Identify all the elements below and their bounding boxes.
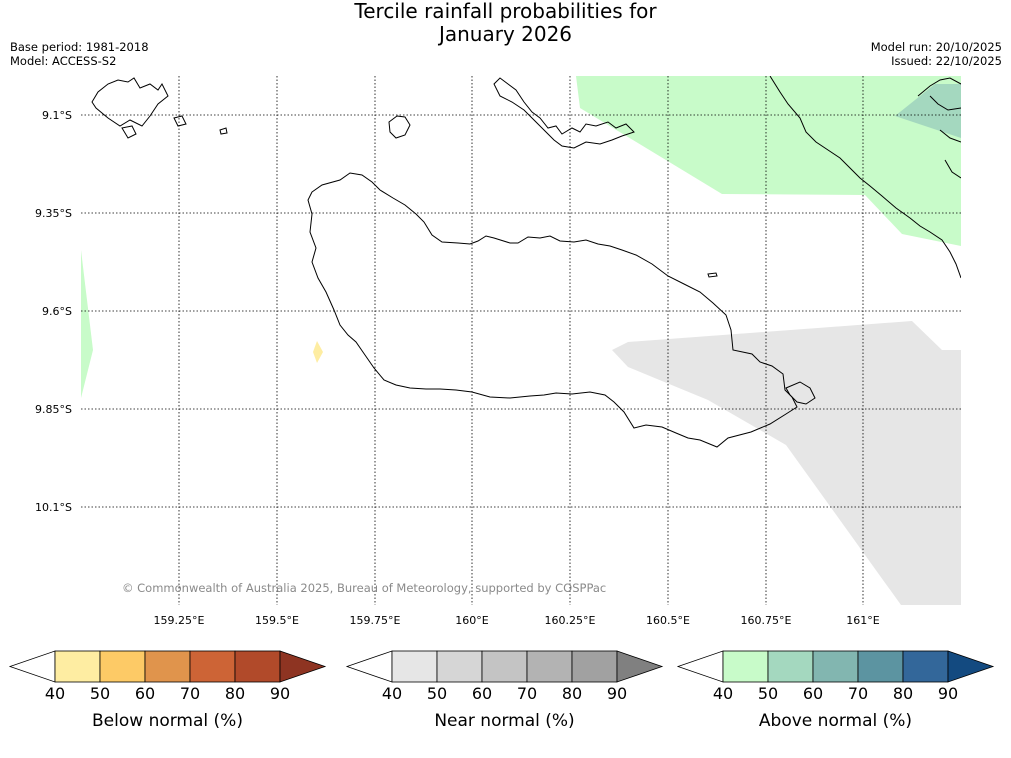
colorbar-tick-label: 70 (180, 684, 200, 703)
colorbar-tick-label: 50 (90, 684, 110, 703)
copyright-text: © Commonwealth of Australia 2025, Bureau… (122, 581, 606, 595)
colorbar-tick-label: 80 (893, 684, 913, 703)
title-line-2: January 2026 (438, 22, 573, 46)
colorbar-tick-label: 50 (758, 684, 778, 703)
colorbar-tick-label: 80 (562, 684, 582, 703)
colorbar-extend-low (8, 650, 56, 683)
colorbar-2: 40 50 60 70 80 90 Near normal (%) (345, 650, 664, 731)
colorbars: 40 50 60 70 80 90 Below normal (%) 40 50 60 70 80 90… (8, 650, 995, 731)
base-period-text: Base period: 1981-2018 (10, 40, 149, 54)
islet-coastline (707, 272, 718, 278)
near-normal-region (612, 321, 961, 605)
meta-left: Base period: 1981-2018 Model: ACCESS-S2 (10, 40, 149, 68)
colorbar-tick-label: 70 (848, 684, 868, 703)
eastern-islet-coastline (785, 381, 816, 405)
lat-labels: 9.1°S 9.35°S 9.6°S 9.85°S 10.1°S (35, 109, 72, 514)
colorbar-segment (526, 650, 573, 683)
colorbar-tick-label: 90 (607, 684, 627, 703)
lon-label: 160.5°E (646, 614, 690, 627)
colorbar-label: Above normal (%) (759, 711, 912, 731)
issued-text: Issued: 22/10/2025 (891, 54, 1002, 68)
colorbar-tick-label: 90 (270, 684, 290, 703)
colorbar-tick-label: 50 (427, 684, 447, 703)
colorbar-segment (571, 650, 618, 683)
colorbar-segment (902, 650, 949, 683)
lon-label: 159.5°E (255, 614, 299, 627)
far-northeast-coastline (917, 77, 961, 179)
lat-label: 9.6°S (42, 305, 72, 318)
colorbar-segment (436, 650, 483, 683)
colorbar-segment (767, 650, 814, 683)
graticule (81, 76, 961, 605)
lat-label: 9.85°S (35, 403, 72, 416)
lat-label: 9.35°S (35, 207, 72, 220)
colorbar-label: Near normal (%) (434, 711, 574, 731)
colorbar-segment (812, 650, 859, 683)
below-normal-region (313, 341, 323, 363)
lon-label: 159.75°E (350, 614, 401, 627)
lon-label: 159.25°E (154, 614, 205, 627)
lon-label: 160.75°E (741, 614, 792, 627)
colorbar-segment (234, 650, 281, 683)
lon-labels: 159.25°E 159.5°E 159.75°E 160°E 160.25°E… (154, 614, 880, 627)
colorbar-segment (857, 650, 904, 683)
above-normal-region-west (81, 250, 93, 398)
small-island-coastline (388, 115, 411, 139)
northeast-coastline (769, 76, 961, 279)
colorbar-segment (144, 650, 191, 683)
colorbar-tick-label: 60 (135, 684, 155, 703)
map-panel (81, 76, 961, 605)
colorbar-label: Below normal (%) (92, 711, 243, 731)
above-normal-region-50 (576, 76, 961, 246)
colorbar-segment (722, 650, 769, 683)
colorbar-segment (391, 650, 438, 683)
colorbar-extend-high (947, 650, 995, 683)
title-line-1: Tercile rainfall probabilities for (354, 0, 657, 23)
model-text: Model: ACCESS-S2 (10, 54, 117, 68)
colorbar-extend-low (676, 650, 724, 683)
colorbar-tick-label: 40 (713, 684, 733, 703)
colorbar-1: 40 50 60 70 80 90 Below normal (%) (8, 650, 327, 731)
lat-label: 10.1°S (35, 501, 72, 514)
lat-label: 9.1°S (42, 109, 72, 122)
northwest-islet-2 (173, 115, 187, 127)
north-central-islands-coastline (493, 77, 635, 149)
colorbar-tick-label: 40 (45, 684, 65, 703)
colorbar-extend-high (279, 650, 327, 683)
northwest-islands-coastline (91, 77, 169, 127)
colorbar-tick-label: 60 (803, 684, 823, 703)
map-title: Tercile rainfall probabilities for Janua… (0, 0, 1011, 46)
colorbar-tick-label: 90 (938, 684, 958, 703)
colorbar-tick-label: 40 (382, 684, 402, 703)
colorbar-tick-label: 80 (225, 684, 245, 703)
colorbar-extend-high (616, 650, 664, 683)
colorbar-tick-label: 70 (517, 684, 537, 703)
lon-label: 160°E (455, 614, 488, 627)
colorbar-tick-label: 60 (472, 684, 492, 703)
colorbar-segment (189, 650, 236, 683)
colorbar-segment (99, 650, 146, 683)
colorbar-3: 40 50 60 70 80 90 Above normal (%) (676, 650, 995, 731)
northwest-islet-1 (121, 125, 137, 139)
colorbar-segment (54, 650, 101, 683)
model-run-text: Model run: 20/10/2025 (870, 40, 1002, 54)
northwest-islet-3 (219, 127, 228, 135)
meta-right: Model run: 20/10/2025 Issued: 22/10/2025 (871, 40, 1002, 68)
colorbar-extend-low (345, 650, 393, 683)
above-normal-region-60 (895, 84, 961, 138)
lon-label: 161°E (846, 614, 879, 627)
lon-label: 160.25°E (545, 614, 596, 627)
coastlines (91, 76, 961, 448)
colorbar-segment (481, 650, 528, 683)
